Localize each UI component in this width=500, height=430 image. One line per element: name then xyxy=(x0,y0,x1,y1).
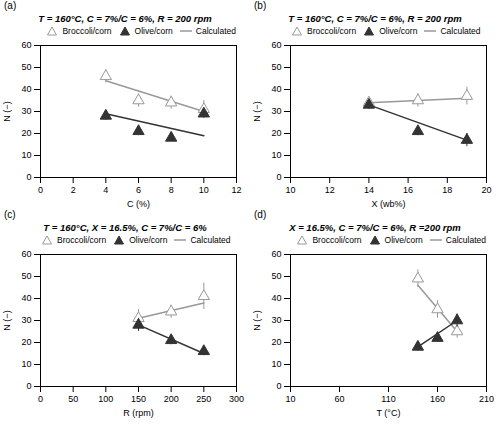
svg-text:0: 0 xyxy=(38,185,43,195)
svg-text:20: 20 xyxy=(271,337,281,347)
svg-text:30: 30 xyxy=(271,315,281,325)
svg-text:6: 6 xyxy=(136,185,141,195)
svg-text:12: 12 xyxy=(325,185,335,195)
svg-text:60: 60 xyxy=(21,40,31,50)
svg-text:N (−): N (−) xyxy=(2,310,12,330)
html-text:Calculated: Calculated xyxy=(445,235,486,245)
svg-text:N (−): N (−) xyxy=(252,101,262,121)
html-text:Broccoli/corn: Broccoli/corn xyxy=(57,235,107,245)
svg-text:30: 30 xyxy=(21,106,31,116)
html-text:Olive/corn: Olive/corn xyxy=(134,26,173,36)
svg-text:10: 10 xyxy=(199,185,209,195)
html-text:(c): (c) xyxy=(4,209,16,220)
svg-text:12: 12 xyxy=(231,185,241,195)
svg-text:60: 60 xyxy=(334,394,344,404)
svg-text:10: 10 xyxy=(271,150,281,160)
svg-text:T (°C): T (°C) xyxy=(377,408,401,418)
svg-text:100: 100 xyxy=(98,394,113,404)
svg-text:0: 0 xyxy=(26,172,31,182)
svg-text:40: 40 xyxy=(271,84,281,94)
svg-text:18: 18 xyxy=(442,185,452,195)
svg-text:0: 0 xyxy=(276,381,281,391)
svg-text:110: 110 xyxy=(381,394,395,404)
svg-text:20: 20 xyxy=(271,128,281,138)
svg-text:50: 50 xyxy=(68,394,78,404)
svg-text:20: 20 xyxy=(21,128,31,138)
svg-text:8: 8 xyxy=(169,185,174,195)
svg-text:4: 4 xyxy=(103,185,108,195)
html-text:Olive/corn: Olive/corn xyxy=(384,235,423,245)
html-text:Calculated: Calculated xyxy=(190,235,231,245)
svg-text:C (%): C (%) xyxy=(127,199,150,209)
svg-text:250: 250 xyxy=(196,394,211,404)
svg-text:20: 20 xyxy=(21,337,31,347)
svg-text:2: 2 xyxy=(71,185,76,195)
html-text:(a): (a) xyxy=(4,0,17,11)
html-text:T = 160°C, C = 7%/C = 6%, R =: T = 160°C, C = 7%/C = 6%, R = 200 rpm xyxy=(38,13,212,24)
svg-text:50: 50 xyxy=(271,271,281,281)
html-text:X = 16.5%, C = 7%/C = 6%, R =2: X = 16.5%, C = 7%/C = 6%, R =200 rpm xyxy=(289,222,461,233)
html-text:T = 160°C, X = 16.5%, C = 7%/C: T = 160°C, X = 16.5%, C = 7%/C = 6% xyxy=(43,222,207,233)
html-text:T = 160°C, C = 7%/C = 6%, R =: T = 160°C, C = 7%/C = 6%, R = 200 rpm xyxy=(288,13,462,24)
svg-text:0: 0 xyxy=(38,394,43,404)
svg-text:60: 60 xyxy=(21,249,31,259)
html-text:Calculated: Calculated xyxy=(195,26,236,36)
html-text:Calculated: Calculated xyxy=(440,26,481,36)
html-text:Broccoli/corn: Broccoli/corn xyxy=(62,26,112,36)
svg-text:40: 40 xyxy=(21,293,31,303)
svg-text:10: 10 xyxy=(271,359,281,369)
svg-text:40: 40 xyxy=(271,293,281,303)
svg-text:40: 40 xyxy=(21,84,31,94)
svg-text:50: 50 xyxy=(21,271,31,281)
svg-text:60: 60 xyxy=(271,249,281,259)
svg-text:10: 10 xyxy=(21,150,31,160)
svg-text:0: 0 xyxy=(26,381,31,391)
svg-text:N (−): N (−) xyxy=(2,101,12,121)
svg-text:20: 20 xyxy=(481,185,491,195)
html-text:Broccoli/corn: Broccoli/corn xyxy=(312,235,362,245)
svg-text:300: 300 xyxy=(229,394,244,404)
svg-text:10: 10 xyxy=(285,185,295,195)
svg-text:210: 210 xyxy=(479,394,494,404)
svg-text:N (−): N (−) xyxy=(252,310,262,330)
svg-text:R (rpm): R (rpm) xyxy=(123,408,154,418)
html-text:(d): (d) xyxy=(254,209,267,220)
html-text:(b): (b) xyxy=(254,0,267,11)
html-text:Olive/corn: Olive/corn xyxy=(129,235,168,245)
svg-text:X (wb%): X (wb%) xyxy=(371,199,405,209)
svg-text:60: 60 xyxy=(271,40,281,50)
svg-text:0: 0 xyxy=(276,172,281,182)
html-text:Olive/corn: Olive/corn xyxy=(379,26,418,36)
html-text:Broccoli/corn: Broccoli/corn xyxy=(307,26,357,36)
svg-text:16: 16 xyxy=(403,185,413,195)
svg-text:14: 14 xyxy=(364,185,374,195)
svg-text:30: 30 xyxy=(21,315,31,325)
svg-text:10: 10 xyxy=(21,359,31,369)
svg-text:200: 200 xyxy=(164,394,179,404)
svg-text:150: 150 xyxy=(131,394,146,404)
svg-text:50: 50 xyxy=(21,62,31,72)
svg-text:160: 160 xyxy=(430,394,445,404)
svg-text:10: 10 xyxy=(285,394,295,404)
svg-text:50: 50 xyxy=(271,62,281,72)
svg-text:30: 30 xyxy=(271,106,281,116)
